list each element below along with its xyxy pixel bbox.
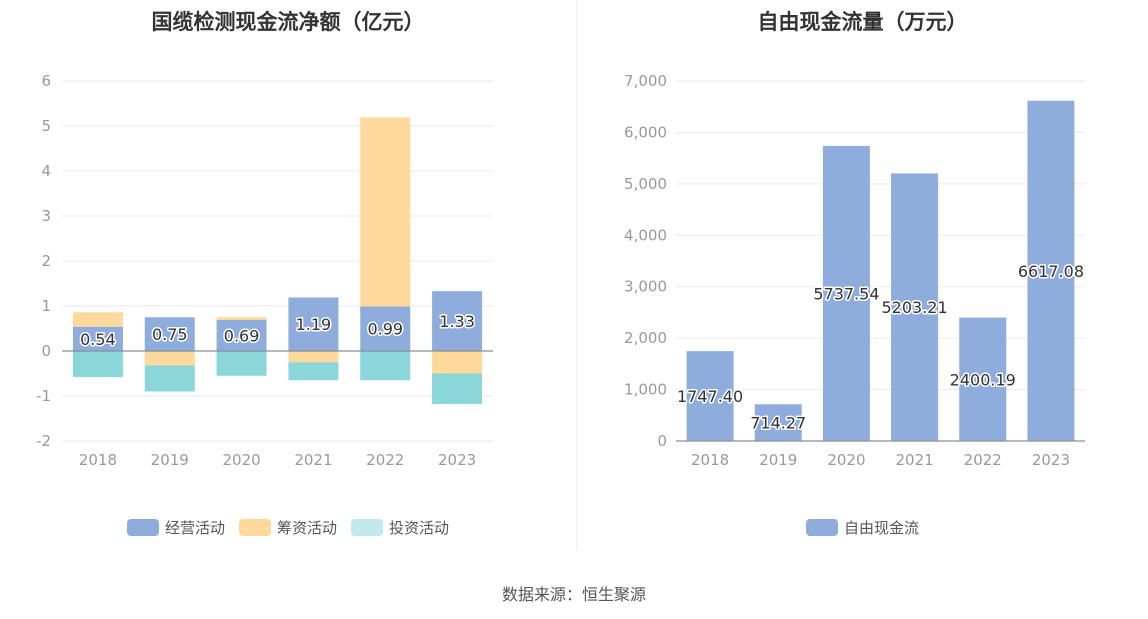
- chart-title: 国缆检测现金流净额（亿元）: [151, 10, 425, 34]
- bar-segment: [144, 365, 195, 392]
- bar: [1027, 100, 1075, 442]
- bar-segment: [432, 373, 483, 405]
- data-label: 2400.19: [950, 370, 1016, 389]
- bar-segment: [432, 351, 483, 374]
- x-tick-label: 2023: [438, 451, 476, 469]
- bar-segment: [72, 312, 123, 327]
- bar-segment: [360, 117, 411, 307]
- bar-segment: [216, 351, 267, 376]
- y-tick-label: 1,000: [624, 381, 667, 399]
- bar-segment: [216, 317, 267, 320]
- x-tick-label: 2019: [151, 451, 189, 469]
- bar-segment: [360, 351, 411, 381]
- data-label: 1.33: [439, 312, 475, 331]
- bar-segment: [288, 297, 339, 351]
- chart-title: 自由现金流量（万元）: [757, 10, 968, 34]
- legend-item-investing[interactable]: 投资活动: [351, 517, 449, 538]
- legend-label: 筹资活动: [276, 519, 337, 537]
- bar-segment: [288, 351, 339, 363]
- legend-item-financing[interactable]: 筹资活动: [238, 517, 337, 538]
- bar: [891, 173, 939, 441]
- y-tick-label: 3,000: [624, 278, 667, 296]
- y-tick-label: -2: [36, 432, 51, 450]
- data-label: 1.19: [296, 315, 332, 334]
- x-tick-label: 2023: [1032, 451, 1070, 469]
- x-tick-label: 2020: [222, 451, 260, 469]
- x-tick-label: 2018: [691, 451, 729, 469]
- data-label: 0.99: [367, 320, 403, 339]
- data-source: 数据来源：恒生聚源: [501, 585, 646, 604]
- bar: [686, 351, 734, 441]
- y-tick-label: 0: [41, 342, 51, 360]
- legend-item-operating[interactable]: 经营活动: [126, 517, 225, 538]
- y-tick-label: 0: [657, 432, 667, 450]
- bar-segment: [288, 362, 339, 381]
- y-tick-label: 3: [41, 207, 51, 225]
- cashflow-net-plot: 6 5 4 3 2 1 0 -1 -2 0.54 2018 0.75 2019 0.69 2020 1.19 2…: [36, 72, 493, 469]
- y-tick-label: 4,000: [624, 226, 667, 244]
- bar: [822, 145, 870, 441]
- legend-swatch: [805, 519, 838, 536]
- x-tick-label: 2022: [366, 451, 404, 469]
- y-tick-label: 6: [41, 72, 51, 90]
- bar-segment: [72, 351, 123, 378]
- y-tick-label: 6,000: [624, 123, 667, 141]
- data-label: 5203.21: [881, 298, 947, 317]
- legend-item-fcf[interactable]: 自由现金流: [805, 517, 919, 538]
- bar-segment: [216, 319, 267, 351]
- data-label: 6617.08: [1018, 262, 1084, 281]
- x-tick-label: 2018: [79, 451, 117, 469]
- y-tick-label: 4: [41, 162, 51, 180]
- x-tick-label: 2020: [827, 451, 865, 469]
- panel-divider: [576, 0, 577, 550]
- y-tick-label: 1: [41, 297, 51, 315]
- y-tick-label: 7,000: [624, 72, 667, 90]
- x-tick-label: 2021: [895, 451, 933, 469]
- data-label: 0.75: [152, 325, 188, 344]
- bar-segment: [72, 326, 123, 351]
- y-tick-label: 5: [41, 117, 51, 135]
- legend-label: 投资活动: [389, 519, 450, 537]
- legend-label: 经营活动: [164, 519, 225, 537]
- y-tick-label: -1: [36, 387, 51, 405]
- bar: [959, 317, 1007, 441]
- cashflow-net-chart: 国缆检测现金流净额（亿元） 6 5 4 3 2 1 0 -1 -2 0.54 2018 0.75 201…: [0, 0, 576, 550]
- bar: [754, 404, 802, 441]
- legend: 经营活动 筹资活动 投资活动: [0, 517, 576, 538]
- data-label: 5737.54: [813, 284, 879, 303]
- x-tick-label: 2019: [759, 451, 797, 469]
- data-label: 0.54: [80, 330, 116, 349]
- x-tick-label: 2022: [964, 451, 1002, 469]
- legend-label: 自由现金流: [843, 519, 919, 537]
- legend-swatch: [126, 519, 159, 536]
- y-tick-label: 5,000: [624, 175, 667, 193]
- legend: 自由现金流: [577, 517, 1148, 538]
- data-label: 1747.40: [677, 387, 743, 406]
- x-tick-label: 2021: [294, 451, 332, 469]
- free-cashflow-plot: 7,000 6,000 5,000 4,000 3,000 2,000 1,000 0 1747…: [624, 72, 1085, 469]
- bar-segment: [144, 317, 195, 351]
- bar-segment: [360, 306, 411, 351]
- bar-segment: [144, 351, 195, 366]
- y-tick-label: 2: [41, 252, 51, 270]
- y-tick-label: 2,000: [624, 329, 667, 347]
- free-cashflow-chart: 自由现金流量（万元） 7,000 6,000 5,000 4,000 3,000 2,00…: [577, 0, 1148, 550]
- legend-swatch: [351, 519, 383, 536]
- data-label: 714.27: [750, 414, 806, 433]
- legend-swatch: [238, 519, 271, 536]
- bar-segment: [432, 291, 483, 351]
- data-label: 0.69: [224, 326, 260, 345]
